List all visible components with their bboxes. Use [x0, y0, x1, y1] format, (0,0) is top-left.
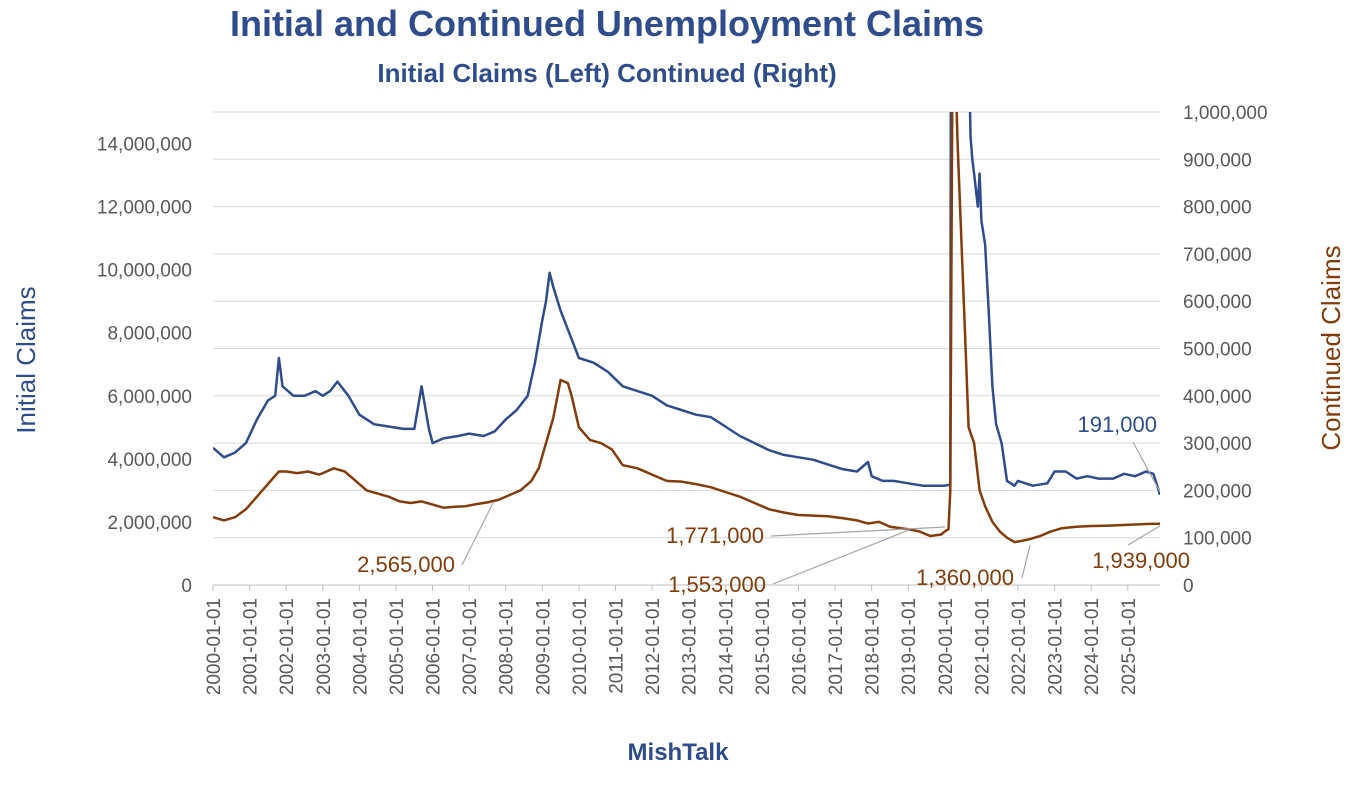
left-tick-label: 2,000,000	[107, 513, 192, 534]
left-axis-title: Initial Claims	[11, 286, 41, 433]
x-tick-label: 2018-01-01	[863, 598, 884, 695]
x-tick-label: 2013-01-01	[680, 598, 701, 695]
right-tick-label: 100,000	[1183, 529, 1252, 550]
x-tick-label: 2011-01-01	[607, 598, 628, 694]
right-tick-label: 800,000	[1183, 198, 1252, 219]
right-tick-label: 600,000	[1183, 292, 1252, 313]
x-tick-label: 2009-01-01	[533, 598, 554, 695]
annotation-leader	[1127, 525, 1161, 546]
annotation-leader	[770, 526, 946, 537]
x-tick-label: 2003-01-01	[314, 598, 335, 695]
annotation-label: 1,360,000	[916, 565, 1014, 590]
chart-subtitle: Initial Claims (Left) Continued (Right)	[377, 58, 836, 88]
x-tick-label: 2002-01-01	[277, 598, 298, 695]
left-tick-label: 10,000,000	[97, 261, 192, 282]
right-tick-label: 400,000	[1183, 387, 1252, 408]
continued-claims-line	[213, 112, 1160, 544]
right-tick-label: 0	[1183, 576, 1194, 597]
left-tick-label: 14,000,000	[97, 135, 192, 156]
annotation-leader	[461, 502, 494, 566]
x-tick-label: 2015-01-01	[753, 598, 774, 695]
x-tick-label: 2000-01-01	[204, 598, 225, 695]
initial-claims-line	[213, 112, 1160, 496]
x-tick-label: 2017-01-01	[826, 598, 847, 695]
x-tick-label: 2021-01-01	[972, 598, 993, 695]
x-tick-label: 2016-01-01	[789, 598, 810, 695]
right-tick-label: 300,000	[1183, 434, 1252, 455]
left-tick-label: 12,000,000	[97, 198, 192, 219]
x-tick-label: 2022-01-01	[1009, 598, 1030, 695]
x-tick-label: 2024-01-01	[1082, 598, 1103, 695]
x-tick-label: 2023-01-01	[1046, 598, 1067, 695]
annotation-label: 1,553,000	[668, 572, 766, 597]
annotations: 191,000 2,565,000 1,771,000 1,553,000 1,360,…	[357, 412, 1190, 597]
right-tick-label: 200,000	[1183, 481, 1252, 502]
x-tick-label: 2005-01-01	[387, 598, 408, 695]
x-tick-label: 2025-01-01	[1119, 598, 1140, 695]
x-tick-label: 2012-01-01	[643, 598, 664, 695]
x-tick-label: 2006-01-01	[424, 598, 445, 695]
annotation-label: 1,771,000	[666, 523, 764, 548]
left-tick-label: 6,000,000	[107, 387, 192, 408]
annotation-label: 1,939,000	[1092, 548, 1190, 573]
left-tick-label: 8,000,000	[107, 324, 192, 345]
right-tick-label: 900,000	[1183, 150, 1252, 171]
chart-title: Initial and Continued Unemployment Claim…	[230, 3, 984, 44]
left-axis-ticks: 0 2,000,000 4,000,000 6,000,000 8,000,000 10,…	[97, 135, 192, 597]
x-tick-label: 2001-01-01	[241, 598, 262, 695]
gridlines	[213, 111, 1160, 586]
right-tick-label: 1,000,000	[1183, 103, 1268, 124]
right-tick-label: 700,000	[1183, 245, 1252, 266]
series-lines	[213, 112, 1160, 544]
x-tick-label: 2019-01-01	[899, 598, 920, 695]
annotation-label: 191,000	[1077, 412, 1157, 437]
annotation-leader	[1021, 544, 1031, 579]
x-tick-label: 2008-01-01	[497, 598, 518, 695]
left-tick-label: 0	[181, 576, 192, 597]
x-tick-label: 2020-01-01	[936, 598, 957, 695]
x-tick-label: 2010-01-01	[570, 598, 591, 695]
right-axis-ticks: 0 100,000 200,000 300,000 400,000 500,000 600,…	[1183, 103, 1268, 597]
x-tick-label: 2004-01-01	[350, 598, 371, 695]
annotation-leader	[772, 529, 910, 585]
left-tick-label: 4,000,000	[107, 450, 192, 471]
annotation-label: 2,565,000	[357, 552, 455, 577]
annotation-leader	[1132, 441, 1161, 493]
right-tick-label: 500,000	[1183, 340, 1252, 361]
right-axis-title: Continued Claims	[1316, 245, 1346, 450]
x-tick-label: 2014-01-01	[716, 598, 737, 695]
x-axis-ticks: 2000-01-01 2001-01-01 2002-01-01 2003-01-01…	[204, 584, 1160, 695]
x-tick-label: 2007-01-01	[460, 598, 481, 695]
x-axis-title: MishTalk	[628, 739, 730, 766]
